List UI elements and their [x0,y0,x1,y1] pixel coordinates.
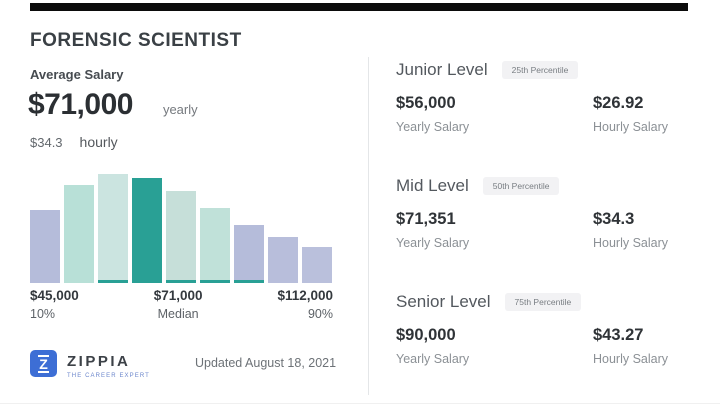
level-name: Senior Level [396,292,491,311]
zippia-z-glyph: Z [38,354,49,373]
histogram-bar [64,185,94,283]
chart-marker-label: Median [157,307,199,321]
chart-marker-label: 90% [307,307,333,321]
histogram-bar [234,225,264,283]
chart-axis-labels: $45,000 10% $71,000 Median $112,000 90% [30,288,333,321]
level-hourly-value: $43.27 [593,326,644,344]
level-yearly-value: $90,000 [396,326,456,344]
chart-marker-90th: $112,000 90% [277,288,333,321]
histogram-bar [30,210,60,283]
yearly-salary-value: $71,000 [28,88,133,121]
percentile-badge: 50th Percentile [482,177,560,195]
chart-marker-median: $71,000 Median [154,288,203,321]
chart-marker-value: $45,000 [30,288,79,303]
vertical-divider [368,57,369,395]
page-title: FORENSIC SCIENTIST [30,30,242,51]
chart-marker-value: $112,000 [277,288,333,303]
histogram-bar-accent-base [166,280,196,283]
histogram-bar-accent-base [98,280,128,283]
level-yearly-label: Yearly Salary [396,352,470,366]
zippia-wordmark: ZIPPIA [67,353,131,370]
percentile-badge: 25th Percentile [501,61,579,79]
level-name: Junior Level [396,60,488,79]
zippia-logo-icon: Z [30,350,57,377]
hourly-salary-value: $34.3 [30,135,63,150]
updated-date: Updated August 18, 2021 [195,356,337,370]
average-salary-label: Average Salary [30,67,124,82]
chart-marker-10th: $45,000 10% [30,288,79,321]
level-yearly-value: $56,000 [396,94,456,112]
salary-histogram [30,174,332,283]
hourly-salary-row: $34.3 hourly [30,134,118,150]
histogram-bar-accent-base [200,280,230,283]
level-block-junior: Junior Level 25th Percentile $56,000 Yea… [396,60,696,134]
level-block-senior: Senior Level 75th Percentile $90,000 Yea… [396,292,696,366]
histogram-bar [302,247,332,283]
level-hourly-value: $34.3 [593,210,635,228]
histogram-bar-median [132,178,162,283]
level-yearly-value: $71,351 [396,210,456,228]
histogram-bar [166,191,196,283]
zippia-tagline: THE CAREER EXPERT [67,373,150,379]
histogram-bar [200,208,230,283]
level-block-mid: Mid Level 50th Percentile $71,351 Yearly… [396,176,696,250]
level-hourly-label: Hourly Salary [593,352,669,366]
level-yearly-label: Yearly Salary [396,120,470,134]
percentile-badge: 75th Percentile [504,293,582,311]
hourly-salary-unit: hourly [79,134,118,150]
histogram-bar-accent-base [234,280,264,283]
level-hourly-label: Hourly Salary [593,236,669,250]
chart-marker-label: 10% [30,307,56,321]
yearly-salary-unit: yearly [162,102,198,117]
top-black-bar [30,3,688,11]
zippia-logo[interactable]: Z ZIPPIA THE CAREER EXPERT [30,350,150,379]
level-yearly-label: Yearly Salary [396,236,470,250]
level-hourly-value: $26.92 [593,94,644,112]
level-hourly-label: Hourly Salary [593,120,669,134]
yearly-salary-row: $71,000 yearly [28,88,198,122]
chart-marker-value: $71,000 [153,288,203,303]
level-name: Mid Level [396,176,469,195]
histogram-bar [98,174,128,283]
histogram-bar [268,237,298,283]
